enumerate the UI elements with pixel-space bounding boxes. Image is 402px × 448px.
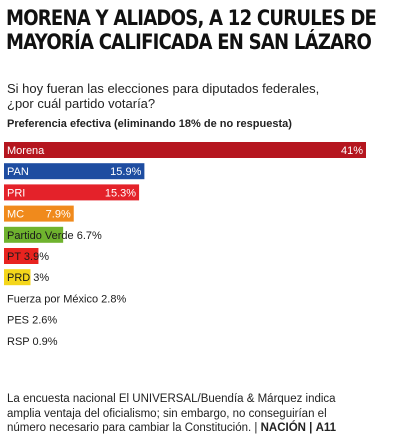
- bar-prd: [4, 269, 31, 286]
- bar-category-pes: PES: [7, 315, 32, 327]
- bar-label-mc: MC: [7, 209, 24, 221]
- bar-value-pes: 2.6%: [32, 315, 57, 327]
- bar-rsp: [4, 332, 12, 349]
- bar-value-partido-verde: 6.7%: [77, 230, 102, 242]
- survey-question-line-2: ¿por cuál partido votaría?: [7, 96, 156, 111]
- bar-value-fuerza-por-mexico: 2.8%: [101, 293, 126, 305]
- bar-value-pt: 3.9%: [24, 251, 49, 263]
- chart-title-line-1: MORENA Y ALIADOS, A 12 CURULES DE: [6, 6, 377, 30]
- bar-value-rsp: 0.9%: [32, 336, 57, 348]
- chart-note: Preferencia efectiva (eliminando 18% de …: [7, 118, 292, 130]
- bar-mc: [4, 205, 74, 222]
- bar-pt: [4, 248, 39, 264]
- bar-value-prd: 3%: [33, 272, 49, 284]
- chart-title: MORENA Y ALIADOS, A 12 CURULES DE MAYORÍ…: [6, 6, 377, 54]
- bar-label-pt: PT 3.9%: [7, 251, 49, 263]
- bar-category-fuerza-por-mexico: Fuerza por México: [7, 293, 101, 305]
- section-separator: |: [309, 422, 313, 434]
- bar-pri: [4, 184, 140, 201]
- bar-category-prd: PRD: [7, 272, 33, 284]
- footer-line-1: La encuesta nacional El UNIVERSAL/Buendí…: [7, 393, 336, 405]
- section-tag: NACIÓN: [260, 422, 306, 434]
- footer-line-3-text: número necesario para cambiar la Constit…: [7, 422, 258, 434]
- footer-line-3: número necesario para cambiar la Constit…: [7, 421, 399, 436]
- bar-value-pri: 15.3%: [105, 187, 136, 199]
- bar-label-pri: PRI: [7, 187, 25, 199]
- bar-partido-verde: [4, 226, 64, 243]
- bar-label-pes: PES 2.6%: [7, 315, 57, 327]
- bar-fuerza-por-mexico: [4, 290, 29, 307]
- bar-value-mc: 7.9%: [46, 209, 71, 221]
- survey-question-line-1: Si hoy fueran las elecciones para diputa…: [7, 81, 320, 96]
- footer-caption: La encuesta nacional El UNIVERSAL/Buendí…: [7, 392, 399, 436]
- bar-pes: [4, 311, 27, 328]
- bar-label-fuerza-por-mexico: Fuerza por México 2.8%: [7, 293, 126, 305]
- bar-category-pt: PT: [7, 251, 24, 263]
- bar-label-morena: Morena: [7, 145, 45, 157]
- bar-value-pan: 15.9%: [110, 166, 141, 178]
- bar-label-partido-verde: Partido Verde 6.7%: [7, 230, 102, 242]
- bar-pan: [4, 163, 145, 180]
- page-number: A11: [315, 422, 337, 434]
- footer-line-2: amplia ventaja del oficialismo; sin emba…: [7, 407, 327, 420]
- bar-label-rsp: RSP 0.9%: [7, 336, 58, 348]
- bar-label-pan: PAN: [7, 166, 29, 178]
- bar-category-rsp: RSP: [7, 336, 32, 348]
- bar-morena: [4, 142, 366, 158]
- chart-title-line-2: MAYORÍA CALIFICADA EN SAN LÁZARO: [6, 30, 372, 54]
- survey-question: Si hoy fueran las elecciones para diputa…: [7, 81, 367, 111]
- bar-label-prd: PRD 3%: [7, 272, 49, 284]
- bar-value-morena: 41%: [341, 145, 363, 157]
- bar-category-partido-verde: Partido Verde: [7, 230, 77, 242]
